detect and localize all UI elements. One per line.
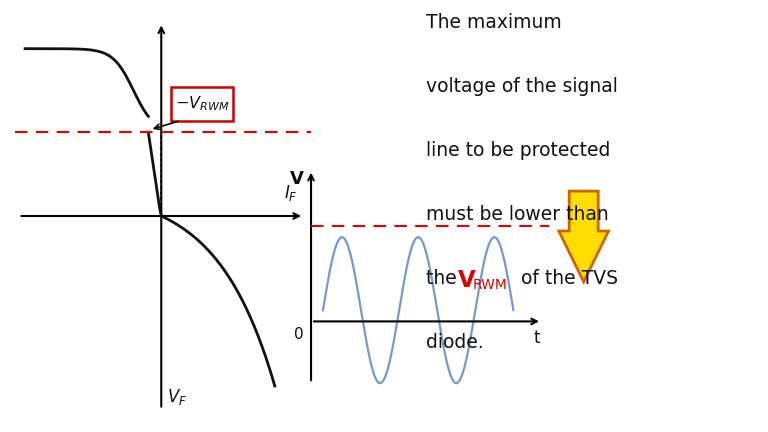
Text: must be lower than: must be lower than (425, 205, 608, 224)
Text: V: V (290, 170, 304, 188)
FancyArrow shape (559, 191, 608, 282)
Text: $I_F$: $I_F$ (284, 183, 298, 203)
Text: RWM: RWM (473, 278, 508, 292)
Text: V: V (458, 269, 476, 292)
Text: $V_F$: $V_F$ (167, 387, 187, 407)
Text: t: t (534, 329, 541, 347)
Text: The maximum: The maximum (425, 13, 561, 32)
Text: diode.: diode. (425, 333, 483, 352)
Text: the: the (425, 269, 462, 288)
Text: voltage of the signal: voltage of the signal (425, 77, 617, 96)
Text: line to be protected: line to be protected (425, 141, 610, 160)
Text: $-V_{RWM}$: $-V_{RWM}$ (174, 94, 229, 113)
Text: 0: 0 (294, 327, 304, 342)
FancyBboxPatch shape (171, 86, 233, 121)
Text: of the TVS: of the TVS (515, 269, 617, 288)
